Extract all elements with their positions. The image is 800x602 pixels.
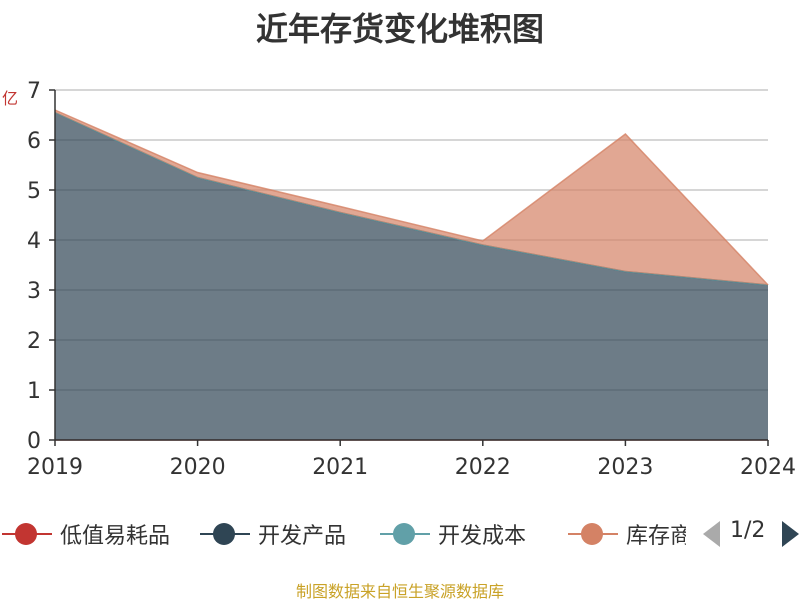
legend-item[interactable]: 开发产品	[200, 516, 346, 552]
source-note: 制图数据来自恒生聚源数据库	[295, 582, 504, 601]
legend-items: 低值易耗品 开发产品 开发成本 库存商品	[0, 516, 686, 552]
x-tick-label: 2020	[170, 455, 226, 480]
legend-label: 开发产品	[258, 524, 347, 549]
axes: 0 1 2 3 4 5 6 7 2019 2020 2021 2022 2023 2024	[27, 79, 796, 480]
y-tick-label: 4	[27, 229, 41, 254]
y-tick-label: 7	[27, 79, 41, 104]
line-库存商品	[54, 109, 769, 286]
y-tick-label: 2	[27, 329, 41, 354]
y-tick-label: 5	[27, 179, 41, 204]
x-tick-label: 2024	[740, 455, 796, 480]
x-tick-label: 2019	[27, 455, 83, 480]
chart-title: 近年存货变化堆积图	[255, 10, 544, 48]
legend-item[interactable]: 低值易耗品	[2, 516, 170, 552]
legend-label: 开发成本	[438, 524, 527, 549]
legend-next-page-button[interactable]	[782, 521, 799, 547]
legend-prev-page-button[interactable]	[703, 521, 720, 547]
area-开发产品	[55, 112, 768, 440]
x-tick-label: 2021	[312, 455, 368, 480]
x-tick-label: 2022	[455, 455, 511, 480]
area-series	[54, 109, 769, 441]
y-tick-label: 6	[27, 129, 41, 154]
legend-marker-icon	[380, 516, 430, 552]
legend-label: 库存商品	[626, 524, 686, 549]
area-库存商品	[55, 110, 768, 285]
legend-item[interactable]: 库存商品	[568, 516, 686, 552]
x-tick-label: 2023	[597, 455, 653, 480]
legend-marker-icon	[568, 516, 618, 552]
y-tick-label: 0	[27, 429, 41, 454]
legend: 低值易耗品 开发产品 开发成本 库存商品 1/2	[0, 516, 800, 552]
y-axis-label: 亿	[0, 90, 18, 106]
legend-marker-icon	[2, 516, 52, 552]
legend-item[interactable]: 开发成本	[380, 516, 526, 552]
y-tick-label: 3	[27, 279, 41, 304]
legend-marker-icon	[200, 516, 250, 552]
y-tick-label: 1	[27, 379, 41, 404]
legend-label: 低值易耗品	[60, 524, 171, 549]
legend-page-indicator: 1/2	[730, 518, 766, 543]
